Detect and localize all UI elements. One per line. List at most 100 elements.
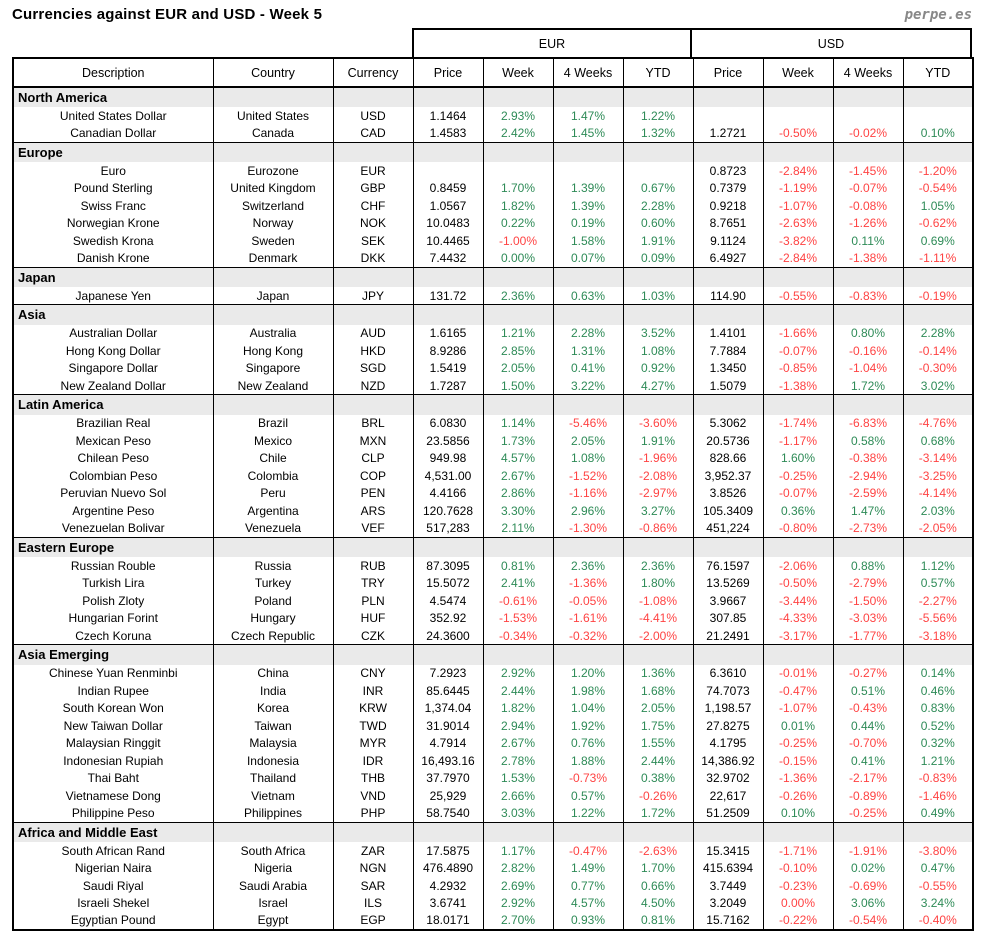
usd-ytd-cell: -0.40% [902,912,974,930]
eur-price-cell: 1.7287 [412,377,484,395]
usd-week-cell: -0.25% [762,734,834,752]
section-title: Latin America [12,394,214,415]
section-row: Eastern Europe [12,536,974,557]
currency-code-cell: CAD [332,124,414,142]
eur-price-cell: 17.5875 [412,842,484,860]
country-cell: Sweden [212,232,334,250]
description-cell: Nigerian Naira [12,859,214,877]
usd-price-cell: 415.6394 [692,859,764,877]
table-row: Brazilian Real Brazil BRL 6.0830 1.14% -5.46%… [12,414,974,432]
eur-week-cell: 2.67% [482,467,554,485]
eur-ytd-cell: 4.27% [622,377,694,395]
usd-4weeks-cell: 0.58% [832,432,904,450]
description-cell: Russian Rouble [12,557,214,575]
eur-price-cell: 10.0483 [412,214,484,232]
usd-4weeks-cell: -0.16% [832,342,904,360]
section-filler-cell [832,536,904,557]
section-title: Europe [12,141,214,162]
eur-4weeks-cell: 1.88% [552,752,624,770]
section-title: North America [12,86,214,107]
usd-week-cell: 1.60% [762,449,834,467]
usd-4weeks-cell: -0.70% [832,734,904,752]
eur-ytd-cell: 3.52% [622,324,694,342]
eur-week-cell: 2.78% [482,752,554,770]
country-cell: Czech Republic [212,627,334,645]
eur-price-cell: 4.4166 [412,484,484,502]
country-cell: Canada [212,124,334,142]
eur-price-cell: 1.6165 [412,324,484,342]
usd-ytd-cell: -0.55% [902,877,974,895]
usd-price-cell: 3.8526 [692,484,764,502]
eur-4weeks-cell: 1.98% [552,682,624,700]
description-cell: Turkish Lira [12,574,214,592]
col-header-usd-price: Price [692,57,764,88]
usd-week-cell: -3.82% [762,232,834,250]
section-row: North America [12,86,974,107]
usd-ytd-cell: 2.03% [902,502,974,520]
section-row: Japan [12,266,974,287]
table-row: Vietnamese Dong Vietnam VND 25,929 2.66% 0.57… [12,787,974,805]
usd-ytd-cell: 0.69% [902,232,974,250]
section-filler-cell [212,536,334,557]
usd-ytd-cell: 2.28% [902,324,974,342]
section-filler-cell [762,644,834,665]
table-row: Turkish Lira Turkey TRY 15.5072 2.41% -1.36% 1… [12,574,974,592]
usd-price-cell: 8.7651 [692,214,764,232]
section-filler-cell [622,266,694,287]
section-title: Asia [12,304,214,325]
table-row: South African Rand South Africa ZAR 17.5875… [12,842,974,860]
section-filler-cell [832,86,904,107]
usd-4weeks-cell: -0.54% [832,912,904,930]
eur-4weeks-cell: -0.05% [552,592,624,610]
usd-price-cell: 307.85 [692,609,764,627]
usd-price-cell: 7.7884 [692,342,764,360]
eur-4weeks-cell: 1.39% [552,197,624,215]
usd-week-cell: -1.38% [762,377,834,395]
eur-4weeks-cell: 0.93% [552,912,624,930]
eur-ytd-cell: -2.97% [622,484,694,502]
table-row: Swiss Franc Switzerland CHF 1.0567 1.82% 1.39… [12,197,974,215]
usd-price-cell: 20.5736 [692,432,764,450]
section-row: Asia Emerging [12,644,974,665]
section-filler-cell [482,536,554,557]
eur-price-cell: 25,929 [412,787,484,805]
section-filler-cell [692,86,764,107]
eur-price-cell: 7.4432 [412,249,484,267]
usd-price-cell: 27.8275 [692,717,764,735]
eur-4weeks-cell: 2.96% [552,502,624,520]
country-cell: Thailand [212,769,334,787]
eur-week-cell: 1.82% [482,197,554,215]
description-cell: Swedish Krona [12,232,214,250]
eur-price-cell: 0.8459 [412,179,484,197]
eur-4weeks-cell: -1.16% [552,484,624,502]
eur-price-cell: 8.9286 [412,342,484,360]
eur-week-cell: 1.82% [482,699,554,717]
eur-price-cell: 517,283 [412,519,484,537]
description-cell: Euro [12,162,214,180]
section-filler-cell [482,304,554,325]
eur-price-cell: 1.1464 [412,107,484,125]
country-cell: Australia [212,324,334,342]
section-filler-cell [692,644,764,665]
usd-4weeks-cell: 0.11% [832,232,904,250]
country-cell: New Zealand [212,377,334,395]
eur-price-cell: 15.5072 [412,574,484,592]
eur-4weeks-cell: -1.30% [552,519,624,537]
country-cell: Israel [212,894,334,912]
description-cell: Pound Sterling [12,179,214,197]
usd-week-cell: -1.17% [762,432,834,450]
eur-price-cell: 4.5474 [412,592,484,610]
eur-4weeks-cell: 1.08% [552,449,624,467]
usd-4weeks-cell: -0.25% [832,804,904,822]
eur-4weeks-cell: 1.58% [552,232,624,250]
currency-code-cell: JPY [332,287,414,305]
usd-ytd-cell: -2.27% [902,592,974,610]
section-filler-cell [212,266,334,287]
usd-ytd-cell: 1.21% [902,752,974,770]
table-row: Pound Sterling United Kingdom GBP 0.8459 1.7… [12,179,974,197]
country-cell: Vietnam [212,787,334,805]
usd-ytd-cell: 0.47% [902,859,974,877]
eur-price-cell: 949.98 [412,449,484,467]
usd-price-cell: 1,198.57 [692,699,764,717]
col-header-eur-price: Price [412,57,484,88]
